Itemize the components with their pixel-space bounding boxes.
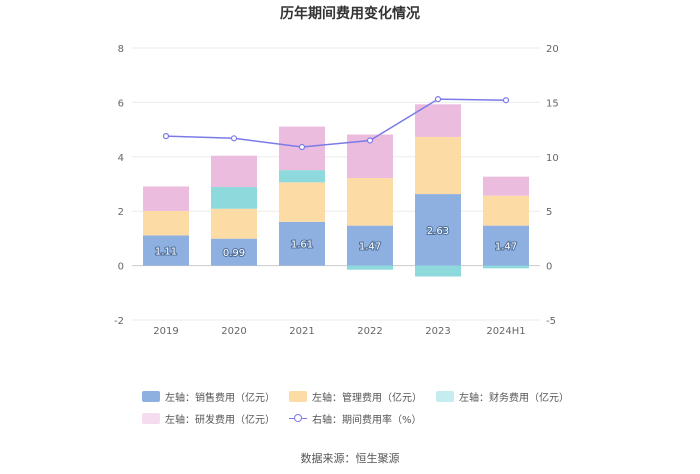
left-axis-tick-label: 0: [118, 262, 124, 273]
legend-swatch: [436, 390, 454, 402]
bar-segment: [415, 136, 461, 195]
x-axis-tick-label: 2023: [425, 326, 450, 337]
legend-item[interactable]: 左轴：财务费用（亿元）: [436, 388, 569, 404]
x-axis-tick-label: 2022: [357, 326, 382, 337]
legend-item[interactable]: 左轴：管理费用（亿元）: [289, 388, 422, 404]
legend-label: 左轴：研发费用（亿元）: [165, 414, 275, 426]
bar-segment: [211, 186, 257, 209]
bar-segment: [211, 238, 257, 266]
bar-segment: [415, 194, 461, 266]
legend-label: 左轴：财务费用（亿元）: [459, 392, 569, 404]
x-axis-tick-label: 2019: [153, 326, 178, 337]
right-axis-tick-label: 15: [546, 98, 559, 109]
legend-item[interactable]: 左轴：研发费用（亿元）: [142, 410, 275, 426]
bar-data-label: 0.99: [223, 248, 245, 259]
bar-segment: [279, 221, 325, 266]
right-axis-tick-label: 10: [546, 153, 559, 164]
legend-item[interactable]: 左轴：销售费用（亿元）: [142, 388, 275, 404]
rate-line-point: [502, 97, 510, 104]
bar-data-label: 1.47: [359, 242, 381, 253]
right-axis-tick-label: -5: [546, 316, 556, 327]
x-axis-tick-label: 2021: [289, 326, 314, 337]
legend-label: 右轴：期间费用率（%）: [312, 414, 422, 426]
rate-line: [165, 98, 507, 148]
chart-legend: 左轴：销售费用（亿元） 左轴：管理费用（亿元） 左轴：财务费用（亿元） 左轴：研发费用…: [142, 388, 572, 426]
bar-data-label: 1.11: [155, 247, 177, 258]
legend-swatch: [142, 412, 160, 424]
rate-line-point: [298, 143, 306, 151]
bar-segment: [483, 225, 529, 266]
left-axis-tick-label: 4: [118, 153, 124, 164]
rate-line-point: [162, 133, 170, 140]
left-axis-tick-label: 2: [118, 207, 124, 218]
left-axis-tick-label: 6: [118, 98, 124, 109]
bar-segment: [143, 210, 189, 236]
bar-segment: [415, 104, 461, 137]
bar-segment: [279, 170, 325, 183]
left-axis-tick-label: 8: [118, 44, 124, 55]
bar-data-label: 1.61: [291, 240, 313, 251]
bar-segment: [211, 208, 257, 239]
right-axis-tick-label: 0: [546, 262, 552, 273]
bar-segment: [211, 155, 257, 187]
bar-segment: [415, 265, 461, 277]
left-axis-tick-label: -2: [114, 316, 124, 327]
bar-segment: [483, 265, 529, 269]
legend-label: 左轴：销售费用（亿元）: [165, 392, 275, 404]
bar-segment: [347, 225, 393, 266]
right-axis-tick-label: 20: [546, 44, 559, 55]
bar-segment: [347, 265, 393, 270]
rate-line-point: [434, 96, 442, 103]
legend-label: 左轴：管理费用（亿元）: [312, 392, 422, 404]
bar-segment: [483, 176, 529, 196]
rate-line-point: [366, 137, 374, 144]
bar-data-label: 1.47: [495, 242, 517, 253]
legend-swatch: [142, 390, 160, 402]
right-axis-tick-label: 5: [546, 207, 552, 218]
bar-segment: [143, 235, 189, 266]
legend-swatch: [289, 390, 307, 402]
x-axis-tick-label: 2020: [221, 326, 246, 337]
rate-line-point: [230, 135, 238, 142]
chart-title: 历年期间费用变化情况: [280, 6, 420, 22]
bar-data-label: 2.63: [427, 226, 449, 237]
x-axis-tick-label: 2024H1: [486, 326, 525, 337]
bar-segment: [347, 178, 393, 226]
legend-line-marker: [289, 413, 307, 424]
bar-segment: [483, 195, 529, 226]
bar-segment: [143, 186, 189, 211]
bar-segment: [279, 182, 325, 222]
legend-item[interactable]: 右轴：期间费用率（%）: [289, 410, 422, 426]
data-source: 数据来源：恒生聚源: [300, 452, 400, 465]
